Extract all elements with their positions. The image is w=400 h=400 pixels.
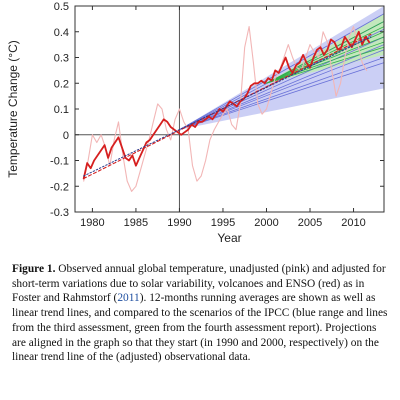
ipcc-ar4-scenario-line [266,26,384,84]
y-tick-label: 0.4 [54,27,69,39]
x-axis-ticks: 1980 1985 1990 1995 2000 2005 2010 [80,6,366,229]
ipcc-ar4-scenario-line [266,36,384,84]
y-tick-label: -0.2 [50,181,69,193]
y-tick-label: -0.1 [50,156,69,168]
y-tick-label: -0.3 [50,207,69,219]
figure-caption: Figure 1. Observed annual global tempera… [12,262,388,365]
x-tick-label: 2000 [254,217,278,229]
y-tick-label: 0.5 [54,1,69,13]
data-series [82,26,372,192]
ipcc-tar-scenario-line [179,44,384,130]
caption-text-after-citation: ). 12-months running averages are shown … [12,292,388,364]
caption-text-before-citation: Observed annual global temperature, unad… [12,263,386,305]
y-axis-ticks: -0.3 -0.2 -0.1 0 0.1 0.2 0.3 0.4 0.5 [50,1,384,219]
unadjusted-series-line [83,26,368,192]
x-tick-label: 1985 [124,217,148,229]
y-tick-label: 0.1 [54,104,69,116]
citation-link[interactable]: 2011 [117,292,140,305]
ipcc-tar-scenario-line [179,36,384,130]
caption-label: Figure 1. [12,263,56,275]
y-axis-label: Temperature Change (°C) [6,40,20,178]
y-tick-label: 0.2 [54,78,69,90]
x-tick-label: 1980 [80,217,104,229]
ipcc-tar-scenario-line [179,13,384,130]
adjusted-trend-series-line [83,33,372,180]
y-tick-label: 0 [63,130,69,142]
x-tick-label: 1990 [167,217,191,229]
y-tick-label: 0.3 [54,53,69,65]
x-tick-label: 2005 [298,217,322,229]
chart-canvas: 1980 1985 1990 1995 2000 2005 2010 -0.3-0.2-0.… [6,1,385,245]
x-axis-label: Year [217,231,241,245]
x-tick-label: 1995 [211,217,235,229]
unadjusted-trend-series-line [83,36,372,177]
x-tick-label: 2010 [341,217,365,229]
temperature-chart: 1980 1985 1990 1995 2000 2005 2010 -0.3 -0.2 -0.… [6,1,385,245]
ipcc-tar-range [179,6,384,130]
